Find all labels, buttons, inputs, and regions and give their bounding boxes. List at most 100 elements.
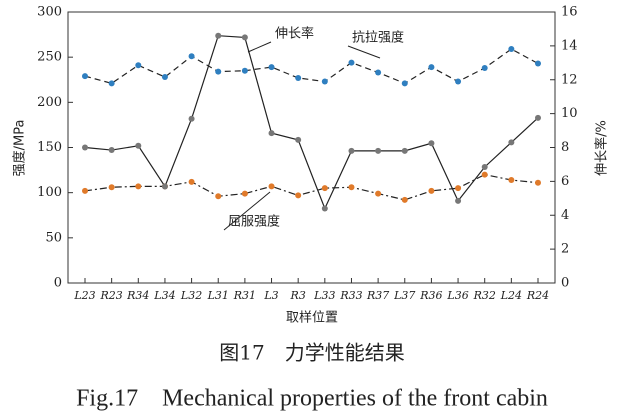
data-point (535, 114, 541, 121)
data-point (428, 64, 435, 71)
data-point (508, 139, 515, 146)
data-point (188, 53, 195, 60)
y-tick-label: 150 (37, 140, 62, 155)
y-tick-label: 250 (37, 50, 62, 65)
y2-tick-label: 16 (561, 5, 578, 20)
annotation-leader (247, 41, 272, 53)
data-point (215, 193, 222, 200)
data-point (241, 34, 248, 41)
x-tick-label: R34 (126, 289, 149, 302)
data-point (455, 78, 462, 85)
x-tick-label: L37 (393, 289, 415, 302)
y-tick-label: 100 (37, 185, 62, 200)
data-point (108, 147, 115, 154)
series-annotation: 屈服强度 (228, 214, 280, 230)
data-point (108, 184, 115, 191)
y2-tick-label: 6 (561, 174, 569, 189)
x-tick-label: R24 (526, 289, 549, 302)
x-tick-label: R23 (100, 289, 123, 302)
data-point (455, 185, 462, 192)
data-point (188, 115, 195, 122)
data-point (268, 183, 275, 190)
data-point (295, 192, 302, 199)
data-point (481, 65, 488, 72)
y2-tick-label: 4 (561, 208, 569, 223)
data-point (215, 32, 222, 39)
data-point (321, 205, 328, 212)
y-tick-label: 200 (37, 95, 62, 110)
data-point (375, 69, 382, 76)
caption-en: Fig.17 Mechanical properties of the fron… (76, 386, 548, 412)
y2-tick-label: 14 (561, 38, 578, 53)
data-point (348, 147, 355, 154)
y-tick-label: 50 (45, 230, 62, 245)
series-annotation: 伸长率 (275, 26, 314, 42)
y-tick-label: 0 (54, 276, 62, 291)
x-tick-label: L3 (263, 289, 278, 302)
data-point (82, 144, 88, 151)
plot-frame (67, 11, 556, 284)
x-tick-label: L31 (207, 289, 229, 302)
data-point (295, 136, 302, 143)
data-point (82, 73, 88, 80)
data-point (401, 147, 408, 154)
data-point (348, 184, 355, 191)
data-point (455, 197, 462, 204)
x-tick-label: L36 (446, 289, 468, 302)
x-axis-label: 取样位置 (286, 311, 338, 326)
data-point (241, 67, 248, 74)
y2-tick-label: 8 (561, 140, 569, 155)
data-point (428, 140, 435, 147)
x-tick-label: R31 (233, 289, 256, 302)
y-axis-label: 强度/MPa (12, 120, 28, 177)
caption-cn: 图17 力学性能结果 (219, 341, 404, 365)
y2-tick-label: 0 (561, 276, 569, 291)
series-line (84, 35, 539, 211)
data-point (348, 59, 355, 66)
data-point (508, 177, 515, 184)
data-point (481, 163, 488, 170)
data-point (535, 179, 541, 186)
x-tick-label: L24 (500, 289, 522, 302)
y2-tick-label: 10 (561, 106, 578, 121)
data-point (321, 78, 328, 85)
data-point (535, 60, 541, 67)
annotation-leader (347, 45, 381, 59)
series-line (84, 173, 539, 201)
series-annotation: 抗拉强度 (352, 30, 404, 46)
data-point (135, 62, 142, 69)
data-point (268, 130, 275, 137)
annotation-leader (223, 191, 271, 231)
data-point (375, 147, 382, 154)
data-point (295, 74, 302, 81)
data-point (188, 178, 195, 185)
data-point (375, 190, 382, 197)
x-tick-label: R32 (473, 289, 496, 302)
series-line (84, 48, 539, 85)
data-point (481, 171, 488, 178)
x-tick-label: L32 (180, 289, 202, 302)
data-point (215, 68, 222, 75)
x-tick-label: R36 (419, 289, 442, 302)
x-tick-label: R33 (339, 289, 362, 302)
x-tick-label: R37 (366, 289, 389, 302)
x-tick-label: L33 (313, 289, 335, 302)
data-point (508, 46, 515, 53)
data-point (401, 196, 408, 203)
y2-tick-label: 12 (561, 72, 578, 87)
data-point (241, 190, 248, 197)
x-tick-label: L23 (73, 289, 95, 302)
data-point (135, 183, 142, 190)
y2-tick-label: 2 (561, 242, 569, 257)
x-tick-label: L34 (153, 289, 175, 302)
y-tick-label: 300 (37, 5, 62, 20)
x-tick-label: R3 (290, 289, 306, 302)
data-point (428, 187, 435, 194)
data-point (268, 64, 275, 71)
data-point (82, 187, 88, 194)
data-point (161, 183, 168, 190)
y2-axis-label: 伸长率/% (594, 120, 610, 176)
data-point (108, 80, 115, 87)
data-point (161, 74, 168, 81)
